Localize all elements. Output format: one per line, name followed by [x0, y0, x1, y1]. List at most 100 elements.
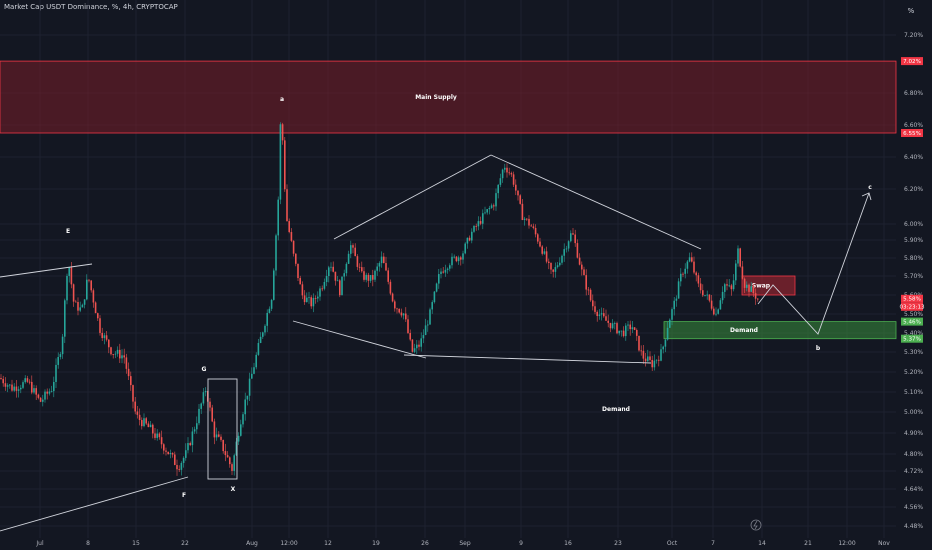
candle-body — [721, 291, 724, 301]
candle-body — [13, 386, 15, 391]
x-tick-label: Aug — [246, 540, 258, 547]
candle-body — [574, 234, 576, 244]
candle-body — [154, 433, 156, 438]
candle-body — [374, 270, 376, 280]
candle-body — [158, 433, 161, 438]
candle-body — [279, 124, 282, 200]
candle-body — [264, 325, 266, 333]
candle-body — [567, 241, 570, 249]
candle-body — [589, 289, 592, 301]
candle-body — [352, 245, 354, 248]
candle-body — [658, 359, 660, 361]
candle-body — [523, 218, 526, 220]
candle-body — [50, 391, 53, 392]
candle-body — [369, 275, 372, 281]
candle-body — [510, 173, 513, 175]
candle-body — [490, 205, 493, 208]
candle-body — [704, 294, 706, 296]
x-tick-label: 8 — [86, 540, 90, 547]
candle-body — [587, 289, 590, 291]
candle-body — [592, 300, 594, 307]
y-tick-label: 4.80% — [904, 451, 923, 458]
candle-body — [757, 298, 759, 300]
candle-body — [532, 226, 535, 228]
candle-body — [484, 212, 486, 214]
zone-demand — [663, 321, 897, 340]
candle-body — [629, 324, 631, 330]
candle-body — [405, 313, 407, 320]
candle-body — [407, 319, 409, 333]
x-tick-label: 12:00 — [838, 540, 855, 547]
candle-body — [528, 218, 530, 226]
candle-body — [499, 178, 502, 185]
candle-body — [24, 378, 26, 383]
candle-body — [376, 266, 378, 271]
candle-body — [125, 357, 128, 369]
candle-body — [37, 394, 40, 398]
candle-body — [583, 269, 585, 276]
candle-body — [189, 443, 191, 446]
candle-body — [400, 312, 403, 316]
candle-body — [411, 339, 414, 352]
candle-body — [273, 270, 275, 300]
candle-body — [468, 237, 471, 241]
y-tick-label: 6.00% — [904, 221, 923, 228]
candle-body — [497, 184, 499, 194]
x-axis: Jul 8 15 22 Aug 12:00 12 19 26 Sep 9 16 23 Oct 7 14 21 12… — [35, 540, 890, 547]
candle-body — [61, 336, 64, 355]
candle-body — [594, 306, 596, 312]
candle-body — [545, 251, 548, 262]
chart-title: Market Cap USDT Dominance, %, 4h, CRYPTO… — [4, 3, 178, 11]
candle-body — [156, 433, 158, 438]
candle-body — [253, 367, 255, 374]
candle-body — [504, 167, 506, 170]
candle-body — [750, 286, 752, 292]
candle-body — [611, 323, 614, 329]
candle-body — [515, 184, 517, 191]
candle-body — [429, 309, 431, 325]
candle-body — [706, 294, 708, 296]
candle-body — [229, 457, 231, 465]
y-tick-label: 5.00% — [904, 409, 923, 416]
candle-body — [6, 385, 9, 387]
scroll-to-realtime-button[interactable] — [750, 519, 762, 531]
candle-body — [638, 335, 640, 351]
x-tick-label: 14 — [758, 540, 766, 547]
y-tick-label: 5.10% — [904, 389, 923, 396]
candle-body — [433, 291, 436, 303]
candle-body — [138, 414, 141, 421]
candle-body — [251, 373, 253, 379]
candle-body — [358, 266, 361, 268]
candle-body — [132, 385, 134, 402]
candle-body — [746, 284, 748, 288]
candle-body — [754, 293, 757, 299]
price-tag — [901, 317, 923, 326]
candle-body — [607, 320, 609, 323]
candle-body — [28, 381, 31, 383]
candle-body — [565, 248, 568, 250]
candle-body — [59, 354, 62, 358]
candle-body — [270, 299, 273, 309]
candle-body — [171, 453, 174, 455]
candle-body — [550, 262, 552, 270]
candle-body — [724, 284, 726, 292]
candle-body — [675, 298, 678, 301]
y-tick-label: 6.80% — [904, 90, 923, 97]
candle-body — [248, 378, 251, 396]
percent-scale-button[interactable]: % — [907, 7, 915, 15]
candle-body — [339, 280, 341, 296]
y-tick-label: 5.20% — [904, 369, 923, 376]
y-tick-label: 4.56% — [904, 504, 923, 511]
candle-body — [64, 300, 66, 337]
candle-body — [75, 301, 77, 303]
candle-body — [422, 335, 425, 339]
candle-body — [160, 437, 163, 445]
candle-body — [290, 232, 293, 241]
candle-body — [686, 261, 689, 269]
trend-line — [0, 476, 189, 532]
candle-body — [543, 251, 546, 254]
candle-body — [576, 243, 579, 258]
candle-body — [218, 434, 220, 437]
candle-body — [660, 349, 662, 361]
